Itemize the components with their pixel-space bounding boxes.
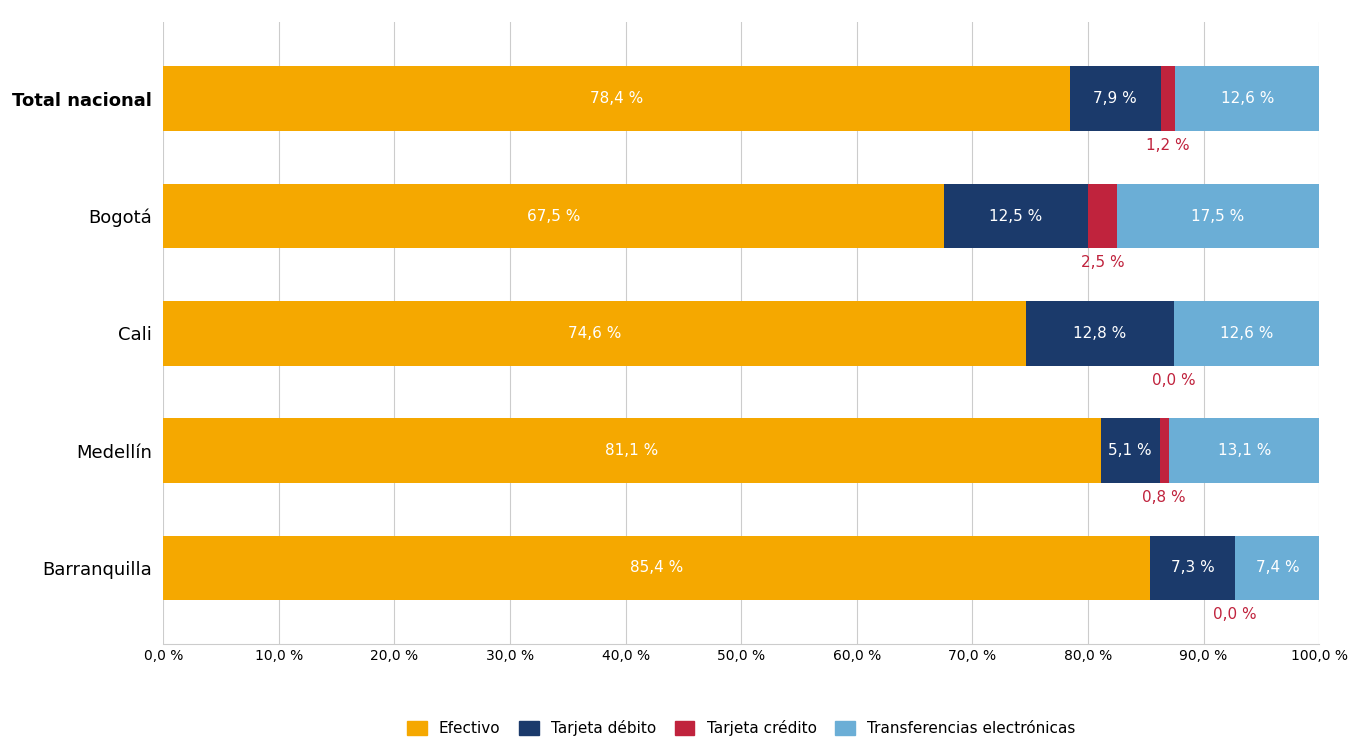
Text: 12,5 %: 12,5 % — [989, 208, 1042, 223]
Bar — [1160, 419, 1168, 483]
Text: 74,6 %: 74,6 % — [567, 326, 622, 341]
Bar — [1025, 301, 1174, 366]
Bar — [163, 184, 944, 248]
Bar — [1088, 184, 1117, 248]
Text: 78,4 %: 78,4 % — [590, 91, 643, 106]
Text: 1,2 %: 1,2 % — [1146, 138, 1190, 153]
Text: 5,1 %: 5,1 % — [1108, 443, 1152, 458]
Text: 85,4 %: 85,4 % — [630, 560, 684, 575]
Bar — [1235, 536, 1321, 600]
Text: 7,3 %: 7,3 % — [1171, 560, 1214, 575]
Legend: Efectivo, Tarjeta débito, Tarjeta crédito, Transferencias electrónicas: Efectivo, Tarjeta débito, Tarjeta crédit… — [401, 714, 1081, 742]
Bar — [1175, 67, 1321, 131]
Text: 0,8 %: 0,8 % — [1142, 490, 1186, 505]
Text: 7,4 %: 7,4 % — [1255, 560, 1299, 575]
Bar — [1117, 184, 1319, 248]
Text: 7,9 %: 7,9 % — [1093, 91, 1137, 106]
Bar — [1151, 536, 1235, 600]
Text: 0,0 %: 0,0 % — [1152, 372, 1195, 387]
Bar — [163, 301, 1025, 366]
Bar — [163, 67, 1069, 131]
Bar — [1168, 419, 1321, 483]
Bar — [163, 536, 1151, 600]
Text: 67,5 %: 67,5 % — [526, 208, 579, 223]
Text: 12,6 %: 12,6 % — [1221, 91, 1274, 106]
Text: 13,1 %: 13,1 % — [1219, 443, 1272, 458]
Bar — [1161, 67, 1175, 131]
Bar — [1069, 67, 1161, 131]
Bar — [944, 184, 1088, 248]
Text: 12,6 %: 12,6 % — [1220, 326, 1273, 341]
Bar — [1100, 419, 1160, 483]
Bar — [163, 419, 1100, 483]
Text: 81,1 %: 81,1 % — [605, 443, 658, 458]
Bar — [1174, 301, 1319, 366]
Text: 2,5 %: 2,5 % — [1081, 255, 1125, 270]
Text: 0,0 %: 0,0 % — [1213, 607, 1257, 622]
Text: 17,5 %: 17,5 % — [1191, 208, 1244, 223]
Text: 12,8 %: 12,8 % — [1073, 326, 1126, 341]
